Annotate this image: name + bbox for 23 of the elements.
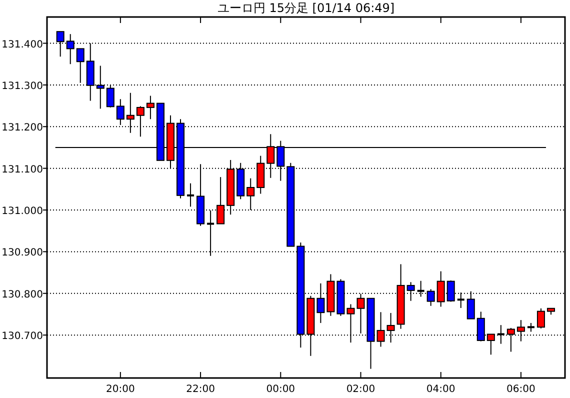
x-tick-label: 20:00 xyxy=(106,384,135,395)
candlestick xyxy=(116,98,124,126)
candlestick xyxy=(536,308,545,329)
y-tick-label: 131.300 xyxy=(2,80,43,92)
candlestick xyxy=(187,182,194,208)
candlestick xyxy=(346,304,355,344)
candlestick xyxy=(316,282,325,324)
x-tick-label: 04:00 xyxy=(426,384,456,395)
y-tick-label: 130.900 xyxy=(2,248,43,259)
y-tick-label: 131.400 xyxy=(2,39,43,50)
x-tick-label: 00:00 xyxy=(266,384,296,395)
y-tick-label: 130.700 xyxy=(2,331,43,342)
y-tick-label: 130.800 xyxy=(2,289,43,300)
y-tick-label: 131.200 xyxy=(2,122,43,134)
candlestick xyxy=(146,95,154,120)
x-tick-label: 22:00 xyxy=(186,384,215,395)
x-tick-label: 02:00 xyxy=(346,384,376,395)
candlestick xyxy=(136,106,144,138)
y-tick-label: 131.000 xyxy=(2,206,43,218)
candlestick xyxy=(356,293,365,334)
chart-title: ユーロ円 15分足 [01/14 06:49] xyxy=(217,1,395,15)
y-tick-label: 131.100 xyxy=(2,164,43,176)
x-tick-label: 06:00 xyxy=(506,384,536,395)
